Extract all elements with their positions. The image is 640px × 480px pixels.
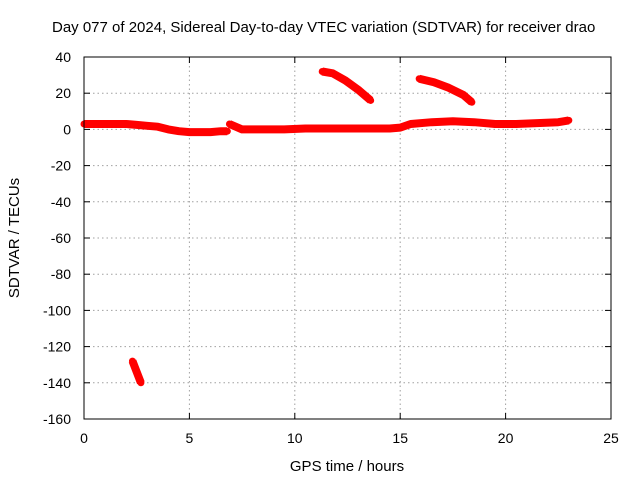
data-point <box>430 78 438 86</box>
data-point <box>128 357 136 365</box>
data-point <box>101 120 109 128</box>
data-point <box>164 125 172 133</box>
data-point <box>175 127 183 135</box>
x-tick-label: 25 <box>603 430 619 446</box>
data-point <box>365 124 373 132</box>
x-tick-label: 5 <box>186 430 194 446</box>
data-point <box>459 91 467 99</box>
y-tick-label: -20 <box>51 158 71 174</box>
y-tick-label: -40 <box>51 194 71 210</box>
grid-lines <box>84 57 611 419</box>
y-tick-label: 0 <box>63 121 71 137</box>
x-axis-label: GPS time / hours <box>290 458 404 475</box>
data-point <box>143 122 151 130</box>
y-axis-label: SDTVAR / TECUs <box>6 178 23 298</box>
data-point <box>407 120 415 128</box>
data-point <box>301 124 309 132</box>
data-point <box>470 118 478 126</box>
y-tick-label: -60 <box>51 230 71 246</box>
y-tick-label: -160 <box>43 411 71 427</box>
data-point <box>354 86 362 94</box>
data-point <box>468 98 476 106</box>
data-point <box>554 118 562 126</box>
data-point <box>329 69 337 77</box>
y-tick-label: 40 <box>55 49 71 65</box>
data-point <box>280 125 288 133</box>
data-point <box>206 128 214 136</box>
y-tick-label: -100 <box>43 302 71 318</box>
x-tick-label: 15 <box>392 430 408 446</box>
data-point <box>322 124 330 132</box>
y-tick-label: 20 <box>55 85 71 101</box>
data-point <box>341 77 349 85</box>
series-segment-4 <box>418 74 475 106</box>
x-tick-label: 20 <box>498 430 514 446</box>
data-point <box>533 119 541 127</box>
data-point <box>415 75 423 83</box>
data-point <box>217 127 225 135</box>
data-point <box>512 120 520 128</box>
data-point <box>154 123 162 131</box>
y-tick-label: -80 <box>51 266 71 282</box>
data-point <box>185 128 193 136</box>
data-point <box>386 124 394 132</box>
y-tick-label: -140 <box>43 375 71 391</box>
data-point <box>259 125 267 133</box>
data-point <box>491 120 499 128</box>
data-point <box>318 67 326 75</box>
plot-frame <box>83 56 612 420</box>
data-point <box>565 116 573 124</box>
data-point <box>137 379 145 387</box>
x-tick-label: 0 <box>80 430 88 446</box>
series-segment-3 <box>321 67 374 104</box>
data-point <box>223 127 231 135</box>
data-point <box>396 124 404 132</box>
data-point <box>238 125 246 133</box>
data-point <box>428 118 436 126</box>
axis-ticks: 0 5 10 15 20 25 -160 -140 -120 -100 -80 -60 -40 -20 0 2… <box>43 49 619 446</box>
data-point <box>344 124 351 132</box>
data-point <box>449 117 457 125</box>
y-tick-label: -120 <box>43 339 71 355</box>
x-tick-label: 10 <box>287 430 303 446</box>
data-point <box>367 96 375 104</box>
data-point <box>445 84 453 92</box>
data-series <box>80 67 573 387</box>
chart-title: Day 077 of 2024, Sidereal Day-to-day VTE… <box>52 19 595 36</box>
data-point <box>133 368 141 376</box>
data-point <box>133 121 141 129</box>
data-point <box>122 120 130 128</box>
data-point <box>196 128 204 136</box>
data-point <box>225 120 233 128</box>
